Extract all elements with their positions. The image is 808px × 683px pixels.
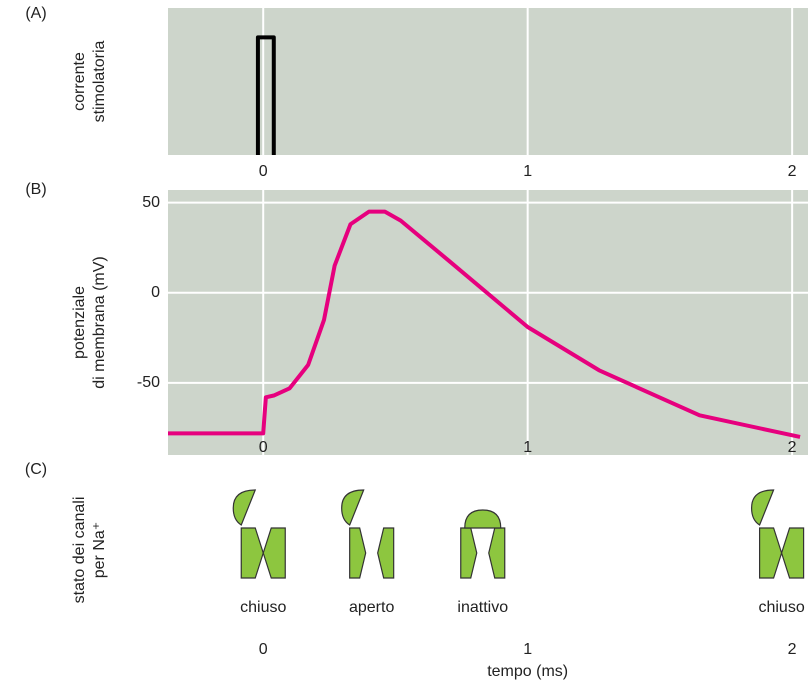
data-line (255, 35, 276, 155)
state-label: chiuso (240, 599, 286, 616)
x-tick-label: 0 (259, 641, 268, 658)
x-tick-label: 0 (259, 163, 268, 180)
x-tick-label: 1 (523, 439, 532, 456)
channel-half (349, 527, 367, 579)
y-tick-label: 0 (151, 284, 160, 301)
channel-half (377, 527, 395, 579)
x-tick-label: 2 (788, 439, 797, 456)
state-label: inattivo (457, 599, 508, 616)
y-axis-label: stato dei canali (71, 497, 88, 604)
channel-half (488, 527, 506, 579)
channel (341, 489, 395, 579)
panel-label: (B) (25, 181, 46, 198)
panel-label: (C) (25, 461, 47, 478)
channel-half (240, 527, 264, 579)
panel-label: (A) (25, 5, 46, 22)
channel (460, 509, 506, 579)
state-label: chiuso (758, 599, 804, 616)
channel (750, 489, 805, 579)
x-tick-label: 2 (788, 641, 797, 658)
data-line (168, 209, 801, 439)
y-axis-label: stimolatoria (91, 41, 108, 123)
y-tick-label: 50 (142, 194, 160, 211)
channel-half (758, 527, 783, 579)
channel-half (262, 527, 286, 579)
channel-half (780, 527, 805, 579)
y-axis-label: potenziale (71, 286, 88, 359)
channel (232, 489, 286, 579)
activation-gate (341, 489, 365, 526)
x-tick-label: 1 (523, 641, 532, 658)
y-axis-label: per Na⁺ (91, 522, 108, 578)
channel-half (460, 527, 478, 579)
x-tick-label: 2 (788, 163, 797, 180)
y-tick-label: -50 (137, 374, 160, 391)
plot-area (168, 190, 808, 455)
inactivation-gate (464, 509, 502, 529)
activation-gate (232, 489, 257, 526)
x-axis-label: tempo (ms) (487, 663, 568, 680)
state-label: aperto (349, 599, 394, 616)
x-tick-label: 0 (259, 439, 268, 456)
activation-gate (750, 489, 775, 526)
y-axis-label: corrente (71, 52, 88, 111)
y-axis-label: di membrana (mV) (91, 256, 108, 388)
x-tick-label: 1 (523, 163, 532, 180)
